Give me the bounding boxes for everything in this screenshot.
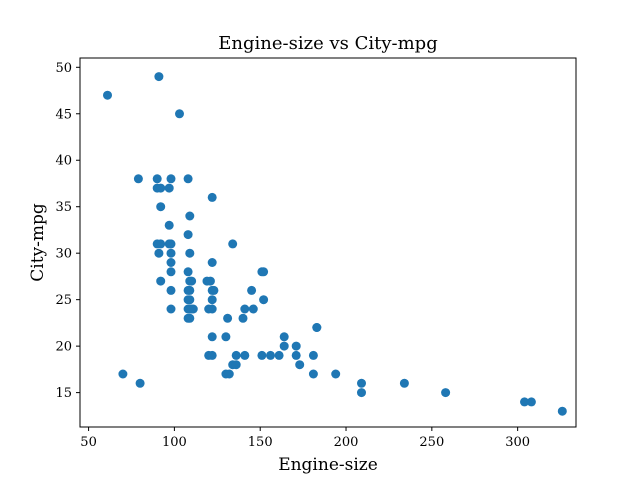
- y-tick-label: 45: [55, 107, 72, 122]
- x-tick-label: 200: [334, 435, 359, 450]
- data-point: [266, 350, 275, 360]
- data-point: [228, 239, 238, 249]
- data-point: [205, 276, 215, 286]
- data-point: [312, 323, 322, 332]
- data-point: [156, 183, 166, 193]
- data-point: [308, 369, 318, 379]
- data-point: [175, 109, 184, 119]
- data-point: [154, 72, 164, 82]
- data-point: [166, 174, 176, 184]
- data-point: [207, 258, 217, 267]
- x-tick-label: 300: [505, 435, 530, 450]
- x-tick-label: 150: [248, 435, 273, 450]
- data-point: [526, 397, 536, 407]
- chart-title: Engine-size vs City-mpg: [218, 33, 437, 54]
- data-point: [185, 248, 195, 258]
- data-point: [166, 258, 176, 267]
- data-point: [248, 304, 258, 314]
- data-point: [183, 174, 193, 184]
- data-point: [224, 369, 234, 379]
- data-point: [331, 369, 341, 379]
- x-tick-label: 100: [162, 435, 187, 450]
- data-point: [291, 341, 301, 351]
- data-point: [183, 267, 193, 277]
- data-point: [188, 304, 198, 314]
- data-point: [185, 295, 195, 305]
- data-point: [207, 350, 217, 360]
- data-point: [257, 350, 267, 360]
- data-point: [207, 332, 217, 342]
- data-point: [133, 174, 143, 184]
- data-point: [520, 397, 529, 407]
- x-axis-label: Engine-size: [278, 455, 378, 475]
- data-point: [238, 313, 248, 323]
- data-point: [291, 350, 301, 360]
- data-point: [279, 332, 289, 342]
- data-point: [240, 304, 250, 314]
- y-tick-label: 50: [55, 61, 72, 76]
- data-point: [185, 285, 195, 295]
- data-point: [166, 239, 176, 249]
- data-point: [295, 360, 305, 370]
- data-point: [279, 341, 289, 351]
- data-point: [259, 267, 269, 277]
- y-tick-label: 30: [55, 247, 72, 262]
- x-tick-label: 50: [80, 435, 97, 450]
- data-point: [357, 388, 366, 398]
- data-point: [187, 276, 197, 286]
- data-point: [156, 202, 166, 212]
- data-point: [207, 192, 217, 202]
- data-point: [308, 350, 318, 360]
- data-point: [135, 378, 145, 388]
- data-point: [166, 285, 176, 295]
- data-point: [357, 378, 366, 388]
- y-tick-label: 20: [55, 340, 72, 355]
- y-tick-label: 15: [55, 386, 72, 401]
- data-point: [223, 313, 233, 323]
- data-point: [207, 304, 217, 314]
- data-point: [164, 183, 174, 193]
- data-point: [207, 295, 217, 305]
- data-point: [185, 313, 195, 323]
- data-point: [231, 360, 241, 370]
- x-tick-label: 250: [419, 435, 444, 450]
- data-point: [103, 90, 112, 100]
- data-point: [156, 276, 166, 286]
- data-point: [154, 248, 164, 258]
- data-point: [185, 211, 195, 221]
- y-tick-label: 40: [55, 154, 72, 169]
- data-point: [152, 174, 162, 184]
- data-point: [259, 295, 269, 305]
- data-point: [274, 350, 284, 360]
- y-tick-label: 25: [55, 293, 72, 308]
- data-point: [166, 267, 176, 277]
- data-point: [221, 332, 231, 342]
- data-point: [156, 239, 166, 249]
- data-point: [399, 378, 409, 388]
- data-point: [247, 285, 257, 295]
- data-point: [166, 304, 176, 314]
- y-axis-ticks: 15 20 25 30 35 40 45 50: [55, 61, 80, 401]
- data-points: [103, 72, 567, 416]
- data-point: [166, 248, 176, 258]
- data-point: [240, 350, 250, 360]
- x-axis-ticks: 50 100 150 200 250 300: [80, 427, 530, 450]
- data-point: [441, 388, 451, 398]
- data-point: [164, 220, 174, 230]
- data-point: [118, 369, 128, 379]
- y-tick-label: 35: [55, 200, 72, 215]
- y-axis-label: City-mpg: [28, 203, 48, 282]
- plot-frame: [79, 57, 577, 428]
- data-point: [231, 350, 241, 360]
- data-point: [557, 406, 567, 416]
- data-point: [209, 285, 219, 295]
- data-point: [183, 230, 193, 240]
